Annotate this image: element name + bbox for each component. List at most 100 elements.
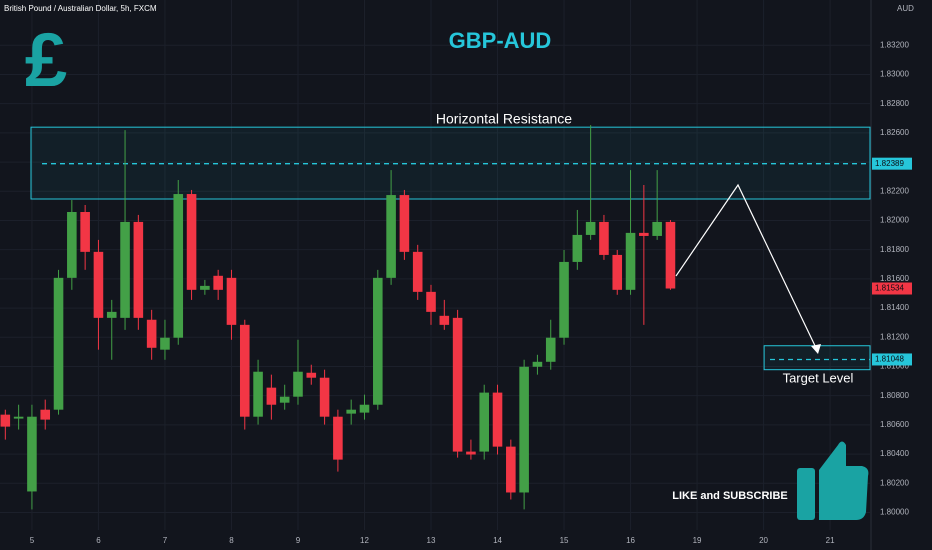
y-tick-label: 1.82000	[880, 216, 909, 225]
candle-body	[186, 194, 197, 290]
candle-body	[373, 277, 383, 405]
y-tick-label: 1.81400	[880, 303, 909, 312]
thumbs-up-icon	[797, 441, 869, 520]
y-tick-label: 1.81800	[880, 245, 909, 254]
y-tick-label: 1.80200	[880, 478, 909, 487]
candle-body	[13, 416, 24, 419]
candle-body	[293, 371, 303, 397]
x-tick-label: 8	[229, 536, 234, 545]
candle-body	[67, 212, 77, 278]
target-price-tag	[872, 353, 912, 366]
x-tick-label: 9	[296, 536, 301, 545]
candle-body	[426, 291, 436, 312]
candle-body	[466, 451, 476, 455]
grid	[0, 0, 870, 530]
candle-body	[652, 221, 662, 236]
y-tick-label: 1.80800	[880, 391, 909, 400]
axes: 1.80000 1.80200 1.80400 1.80600 1.80800 1.810…	[30, 40, 912, 545]
candle-body	[399, 195, 410, 252]
y-tick-label: 1.83000	[880, 70, 909, 79]
y-tick-label: 1.80000	[880, 508, 909, 517]
candle-body	[346, 409, 356, 414]
y-tick-label: 1.81200	[880, 332, 909, 341]
resistance-price-tag-label: 1.82389	[875, 159, 904, 168]
candle-body	[625, 232, 636, 290]
candle-body	[479, 392, 490, 452]
candle-body	[93, 251, 104, 318]
projection-arrow	[675, 183, 819, 353]
candle-body	[200, 285, 210, 290]
candle-body	[226, 277, 237, 325]
candle-body	[133, 221, 144, 318]
currency-label: AUD	[897, 4, 914, 13]
x-tick-label: 6	[96, 536, 101, 545]
candle-body	[279, 396, 290, 403]
chart-subtitle: British Pound / Australian Dollar, 5h, F…	[4, 4, 157, 13]
x-tick-label: 21	[826, 536, 835, 545]
logo: £	[25, 18, 67, 103]
candle-body	[333, 416, 343, 460]
candle-body	[213, 275, 223, 290]
y-tick-label: 1.81000	[880, 362, 909, 371]
y-tick-label: 1.80600	[880, 420, 909, 429]
candles	[0, 125, 676, 510]
candle-body	[146, 319, 157, 348]
resistance-price-tag	[872, 157, 912, 170]
candle-body	[120, 221, 130, 318]
candle-body	[160, 337, 170, 350]
candle-body	[506, 446, 516, 493]
resistance-label: Horizontal Resistance	[436, 111, 572, 127]
candle-body	[545, 337, 556, 362]
x-tick-label: 12	[360, 536, 369, 545]
last-price-tag-label: 1.81534	[875, 284, 904, 293]
candle-body	[80, 212, 90, 252]
x-tick-label: 20	[759, 536, 768, 545]
candle-body	[559, 261, 569, 338]
candle-body	[173, 194, 184, 338]
y-tick-label: 1.80400	[880, 449, 909, 458]
x-tick-label: 15	[560, 536, 569, 545]
chart-title: GBP-AUD	[449, 28, 552, 53]
candle-body	[266, 387, 277, 405]
candle-body	[532, 361, 543, 367]
x-tick-label: 19	[693, 536, 702, 545]
x-tick-label: 16	[626, 536, 635, 545]
candle-body	[599, 221, 609, 255]
x-tick-label: 14	[493, 536, 502, 545]
y-tick-label: 1.82200	[880, 186, 909, 195]
zones	[30, 126, 871, 371]
candle-body	[639, 232, 649, 236]
x-tick-label: 7	[163, 536, 168, 545]
candle-body	[412, 251, 423, 292]
arrow-head	[811, 344, 821, 354]
candle-body	[665, 221, 676, 289]
candle-body	[386, 195, 396, 278]
candle-body	[239, 324, 250, 417]
last-price-tag	[872, 282, 912, 295]
candle-body	[359, 404, 370, 413]
candle-body	[53, 277, 64, 410]
candle-body	[253, 371, 263, 417]
candle-body	[452, 317, 463, 452]
candle-body	[612, 254, 623, 290]
candle-body	[492, 392, 503, 447]
candle-body	[319, 377, 330, 417]
candle-body	[40, 409, 51, 420]
candle-body	[585, 221, 596, 235]
candle-body	[27, 416, 37, 492]
candle-body	[106, 311, 117, 318]
candle-body	[519, 366, 529, 493]
x-tick-label: 5	[30, 536, 35, 545]
y-tick-label: 1.81600	[880, 274, 909, 283]
candle-body	[306, 372, 317, 378]
cta-text: LIKE and SUBSCRIBE	[672, 490, 788, 502]
candle-body	[439, 315, 450, 325]
y-tick-label: 1.82600	[880, 128, 909, 137]
candle-body	[572, 234, 583, 262]
target-label: Target Level	[783, 370, 854, 385]
target-price-tag-label: 1.81048	[875, 355, 904, 364]
y-tick-label: 1.82800	[880, 99, 909, 108]
